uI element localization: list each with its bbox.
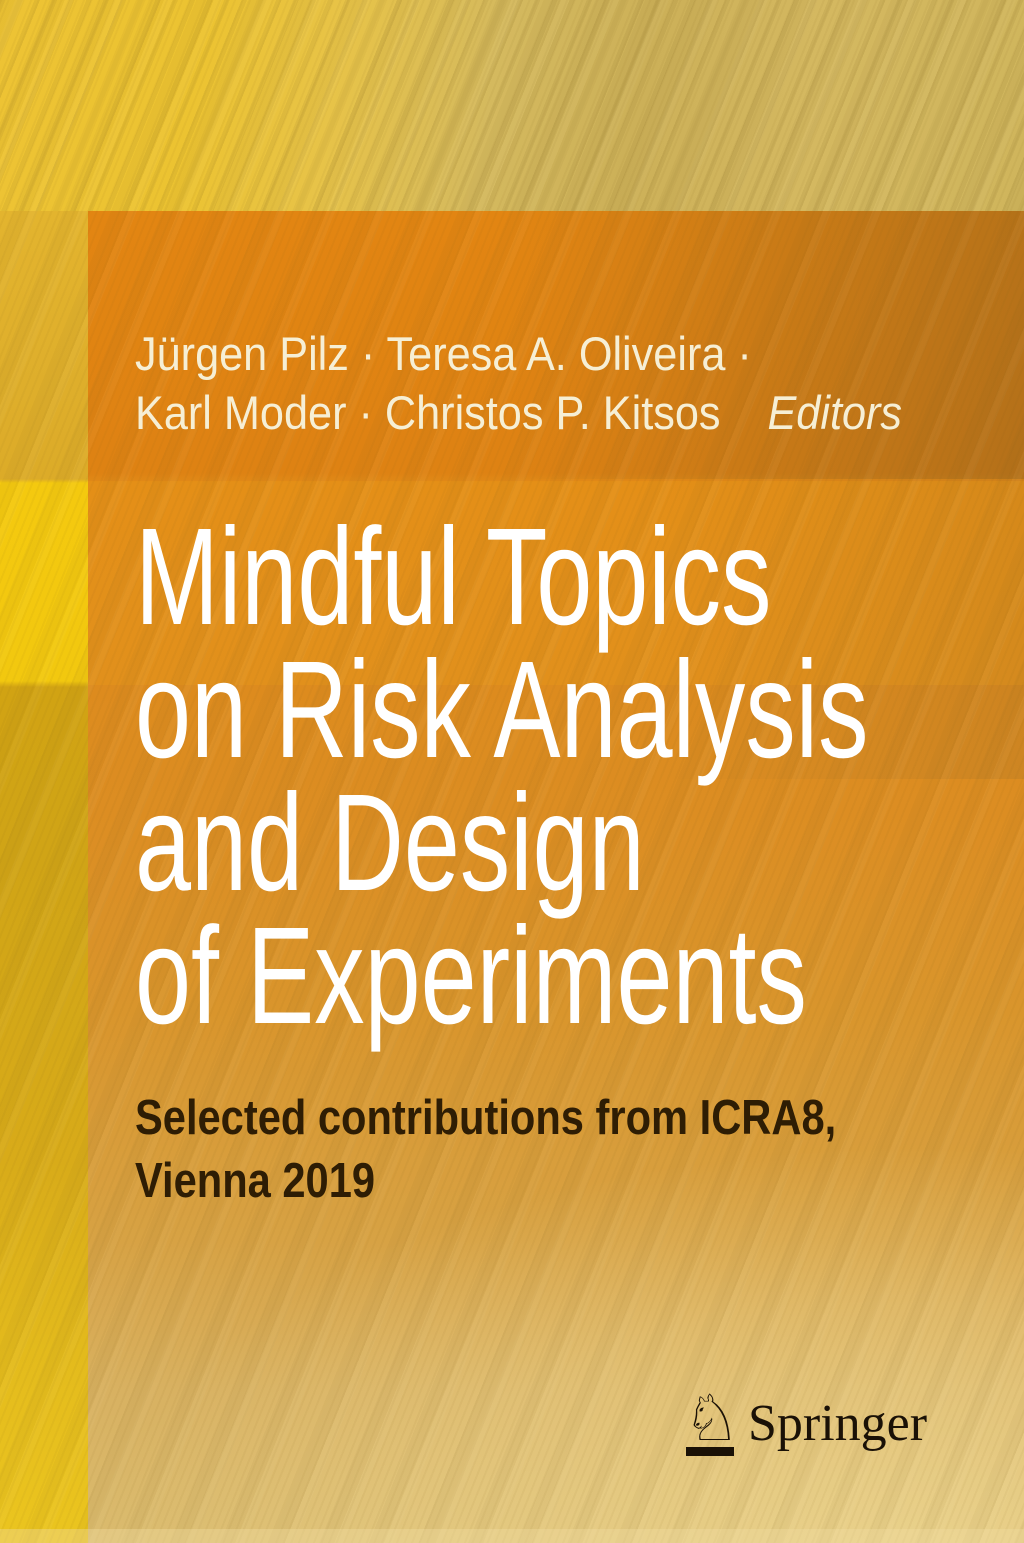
- panel-mid-right-tint: [88, 479, 1024, 779]
- background-top-band: [0, 0, 1024, 211]
- panel-bottom-highlight: [88, 783, 1024, 1543]
- book-title-line-2: on Risk Analysis: [135, 633, 869, 787]
- editors-block: Jürgen Pilz · Teresa A. Oliveira · Karl …: [135, 324, 969, 442]
- publisher-name: Springer: [748, 1395, 928, 1452]
- publisher-logo: ♘ Springer: [683, 1372, 943, 1472]
- book-title-line-4: of Experiments: [135, 899, 807, 1053]
- editors-line-1: Jürgen Pilz · Teresa A. Oliveira ·: [135, 324, 902, 383]
- book-subtitle-line-2: Vienna 2019: [135, 1154, 376, 1208]
- springer-horse-icon: ♘: [683, 1382, 741, 1456]
- book-subtitle-line-1: Selected contributions from ICRA8,: [135, 1091, 837, 1145]
- background-bottom-edge: [0, 1529, 1024, 1543]
- editors-line-2: Karl Moder · Christos P. Kitsos Editors: [135, 383, 902, 442]
- background-band-highlight: [88, 481, 1024, 685]
- title-panel-background: [88, 211, 1024, 1543]
- panel-top-right-tint: [88, 211, 1024, 479]
- logo-underline: [686, 1447, 734, 1456]
- book-title: Mindful Topics on Risk Analysis and Desi…: [135, 500, 1024, 1053]
- editors-names-1: Jürgen Pilz · Teresa A. Oliveira ·: [135, 327, 752, 380]
- editors-label: Editors: [767, 386, 903, 439]
- book-title-line-3: and Design: [135, 766, 645, 920]
- book-title-line-1: Mindful Topics: [135, 500, 772, 654]
- book-subtitle: Selected contributions from ICRA8, Vienn…: [135, 1087, 960, 1213]
- editors-names-2: Karl Moder · Christos P. Kitsos: [135, 386, 721, 439]
- background-left-stripe: [0, 211, 88, 1543]
